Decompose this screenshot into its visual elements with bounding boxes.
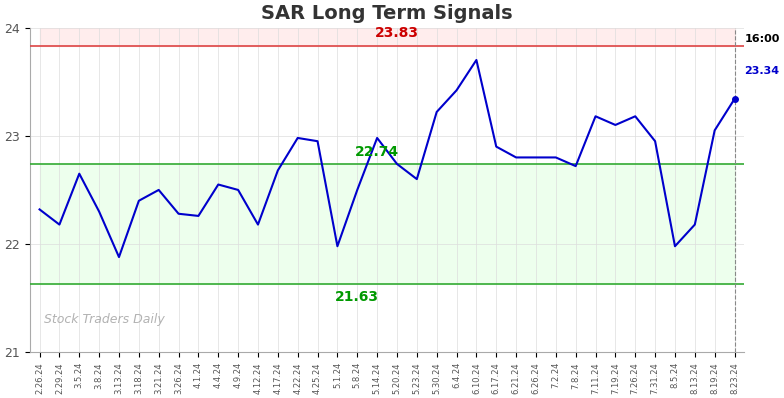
Text: 23.34: 23.34 bbox=[745, 66, 779, 76]
Text: 22.74: 22.74 bbox=[355, 144, 399, 158]
Text: 23.83: 23.83 bbox=[375, 27, 419, 41]
Text: 16:00: 16:00 bbox=[745, 34, 780, 44]
Title: SAR Long Term Signals: SAR Long Term Signals bbox=[261, 4, 513, 23]
Text: 21.63: 21.63 bbox=[336, 290, 379, 304]
Text: Stock Traders Daily: Stock Traders Daily bbox=[44, 313, 165, 326]
